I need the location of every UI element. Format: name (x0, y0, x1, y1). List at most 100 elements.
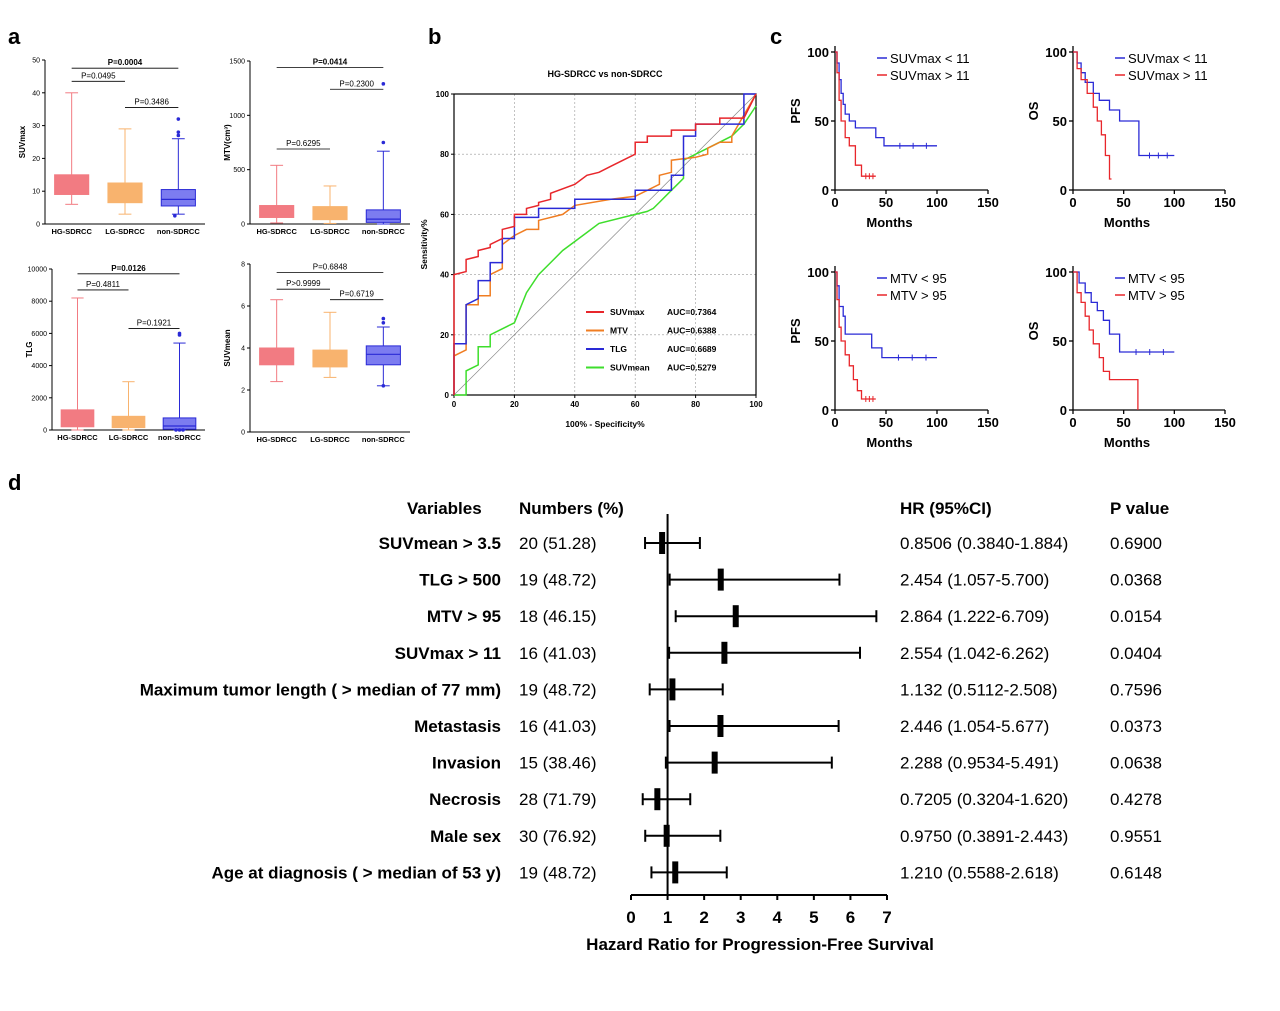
legend-label: SUVmax < 11 (1128, 51, 1208, 66)
outlier-point (177, 331, 182, 336)
box (160, 189, 196, 207)
x-category-label: LG-SDRCC (310, 227, 350, 236)
x-tick-label: 50 (1116, 195, 1130, 210)
hr-point (654, 788, 661, 811)
y-tick-label: 0 (43, 428, 47, 435)
x-category-label: HG-SDRCC (256, 435, 297, 444)
hr-point (717, 568, 724, 591)
y-tick-label: 50 (815, 334, 829, 349)
row-p-value: 0.6900 (1110, 534, 1162, 553)
y-axis-label: PFS (788, 318, 803, 344)
row-numbers: 16 (41.03) (519, 717, 597, 736)
y-axis-label: SUVmean (223, 329, 232, 366)
panel-letter-c: c (770, 24, 782, 49)
x-tick-label: 50 (879, 415, 893, 430)
row-numbers: 28 (71.79) (519, 790, 597, 809)
x-axis-label: Months (1104, 215, 1150, 230)
box (111, 415, 146, 429)
x-category-label: LG-SDRCC (310, 435, 350, 444)
y-tick-label: 4000 (31, 363, 47, 370)
box (312, 349, 348, 368)
box (54, 174, 90, 195)
km-pfs-suvmax: 0 50 100 150 0 50 100 Months PFS SUVmax < 11 SUVma… (788, 45, 999, 230)
legend-label: SUVmax (610, 307, 645, 317)
p-value-label: P=0.2300 (339, 79, 374, 88)
row-variable: TLG > 500 (419, 571, 501, 590)
x-category-label: HG-SDRCC (51, 227, 92, 236)
row-numbers: 19 (48.72) (519, 863, 597, 882)
row-numbers: 15 (38.46) (519, 754, 597, 773)
y-tick-label: 40 (32, 90, 40, 97)
y-tick-label: 10000 (28, 267, 48, 274)
row-variable: Male sex (430, 827, 501, 846)
outlier-point (381, 384, 386, 388)
boxplot-tlg: 0 2000 4000 6000 8000 10000 TLG HG-SDRCC LG-SDRC… (25, 264, 205, 442)
p-value-label: P=0.6848 (313, 262, 348, 271)
box (107, 182, 143, 204)
outlier-point (381, 321, 386, 325)
row-numbers: 18 (46.15) (519, 607, 597, 626)
row-variable: Metastasis (414, 717, 501, 736)
legend-label: SUVmax > 11 (1128, 68, 1208, 83)
x-tick-label: 0 (831, 195, 838, 210)
row-variable: SUVmean > 3.5 (379, 534, 501, 553)
hr-point (669, 678, 676, 701)
outlier-point (173, 214, 177, 218)
survival-curve (1073, 51, 1112, 180)
x-tick-label: 3 (736, 908, 745, 927)
row-hr-ci: 2.288 (0.9534-5.491) (900, 754, 1059, 773)
x-axis-label: Months (866, 435, 912, 450)
row-p-value: 0.9551 (1110, 827, 1162, 846)
x-tick-label: 100 (926, 195, 948, 210)
legend-label: MTV < 95 (1128, 271, 1185, 286)
p-value-label: P>0.9999 (286, 279, 321, 288)
y-tick-label: 0 (36, 222, 40, 229)
x-axis-label: 100% - Specificity% (565, 419, 645, 429)
hr-point (663, 824, 670, 847)
x-tick-label: 100 (1163, 195, 1185, 210)
chart-title: HG-SDRCC vs non-SDRCC (547, 69, 663, 79)
x-category-label: LG-SDRCC (105, 227, 145, 236)
row-numbers: 19 (48.72) (519, 680, 597, 699)
km-os-mtv: 0 50 100 150 0 50 100 Months OS MTV < 95 MTV > 95 (1026, 265, 1236, 450)
x-tick-label: 100 (749, 400, 763, 409)
forest-plot: Variables Numbers (%) HR (95%CI) P value SUV… (140, 499, 1170, 954)
roc-line-tlg (453, 93, 756, 395)
y-tick-label: 100 (436, 90, 450, 99)
outlier-point (177, 428, 182, 432)
x-tick-label: 100 (926, 415, 948, 430)
y-tick-label: 10 (32, 189, 40, 196)
row-numbers: 16 (41.03) (519, 644, 597, 663)
p-value-label: P=0.6295 (286, 139, 321, 148)
x-tick-label: 0 (1069, 195, 1076, 210)
x-axis-label: Hazard Ratio for Progression-Free Surviv… (586, 935, 934, 954)
row-variable: Necrosis (429, 790, 501, 809)
p-value-label: P=0.0004 (108, 58, 143, 67)
x-tick-label: 150 (1214, 415, 1236, 430)
x-tick-label: 40 (570, 400, 579, 409)
x-tick-label: 100 (1163, 415, 1185, 430)
x-tick-label: 5 (809, 908, 818, 927)
x-tick-label: 7 (882, 908, 891, 927)
x-tick-label: 1 (663, 908, 672, 927)
y-tick-label: 50 (815, 114, 829, 129)
x-tick-label: 50 (879, 195, 893, 210)
y-axis-label: SUVmax (18, 125, 27, 158)
y-tick-label: 40 (440, 271, 449, 280)
x-tick-label: 0 (1069, 415, 1076, 430)
legend-label: SUVmax < 11 (890, 51, 970, 66)
row-p-value: 0.0638 (1110, 754, 1162, 773)
legend-label: SUVmax > 11 (890, 68, 970, 83)
hr-point (659, 532, 666, 554)
row-numbers: 20 (51.28) (519, 534, 597, 553)
y-tick-label: 20 (32, 156, 40, 163)
outlier-point (176, 133, 181, 138)
boxplot-suvmean: 0 2 4 6 8 SUVmean HG-SDRCC LG-SDRCC non-SDRCC P=0… (223, 262, 410, 444)
x-category-label: non-SDRCC (158, 433, 201, 442)
outlier-point (381, 82, 386, 86)
hr-point (717, 715, 724, 737)
legend-auc: AUC=0.6689 (667, 344, 717, 354)
hr-point (672, 861, 679, 884)
x-tick-label: 20 (510, 400, 519, 409)
